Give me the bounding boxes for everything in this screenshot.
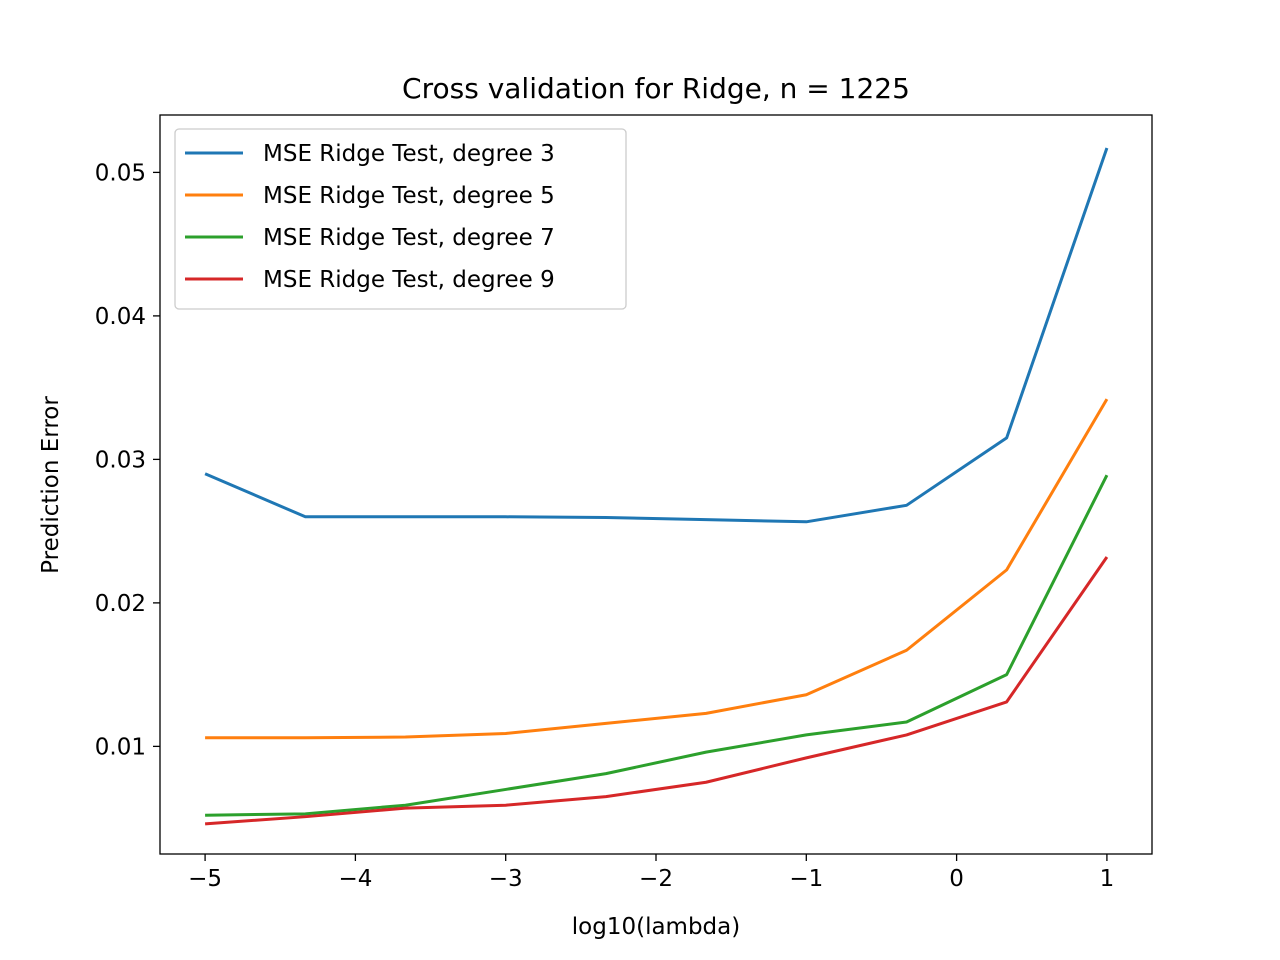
y-tick-label: 0.04 (95, 304, 146, 330)
x-tick-label: −3 (489, 866, 523, 892)
legend-box (174, 128, 627, 310)
legend: MSE Ridge Test, degree 3 MSE Ridge Test, … (174, 128, 627, 310)
legend-entry-4: MSE Ridge Test, degree 9 (263, 267, 555, 293)
y-tick-label: 0.03 (95, 447, 146, 473)
plot-frame (159, 114, 1153, 855)
chart-title: Cross validation for Ridge, n = 1225 (402, 72, 910, 105)
x-tick-label: −5 (188, 866, 222, 892)
x-tick-label: 0 (949, 866, 964, 892)
legend-entry-1: MSE Ridge Test, degree 3 (263, 141, 555, 167)
x-tick-label: 1 (1100, 866, 1115, 892)
x-tick-label: −2 (639, 866, 673, 892)
y-tick-label: 0.01 (95, 734, 146, 760)
series-line-3 (205, 474, 1109, 817)
x-tick-label: −1 (789, 866, 823, 892)
y-axis-label: Prediction Error (38, 396, 64, 574)
y-tick-label: 0.02 (95, 591, 146, 617)
series-line-1 (204, 147, 1109, 524)
y-axis-ticks: 0.01 0.02 0.03 0.04 0.05 (95, 160, 160, 760)
x-axis-ticks: −5 −4 −3 −2 −1 0 1 (188, 854, 1114, 892)
series-line-4 (204, 556, 1109, 826)
plot-area (204, 147, 1109, 826)
series-line-2 (205, 398, 1109, 740)
y-tick-label: 0.05 (95, 160, 146, 186)
legend-entry-3: MSE Ridge Test, degree 7 (263, 225, 555, 251)
x-tick-label: −4 (338, 866, 372, 892)
x-axis-label: log10(lambda) (572, 914, 740, 940)
legend-entry-2: MSE Ridge Test, degree 5 (263, 183, 555, 209)
